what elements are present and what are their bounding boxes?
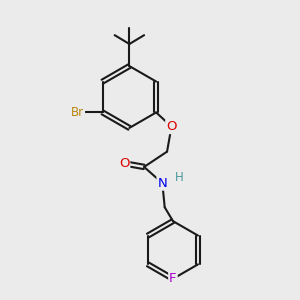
- Text: F: F: [169, 272, 177, 285]
- Text: Br: Br: [71, 106, 84, 119]
- Text: N: N: [158, 177, 167, 190]
- Text: O: O: [119, 157, 129, 170]
- Text: H: H: [175, 171, 184, 184]
- Text: O: O: [166, 120, 177, 133]
